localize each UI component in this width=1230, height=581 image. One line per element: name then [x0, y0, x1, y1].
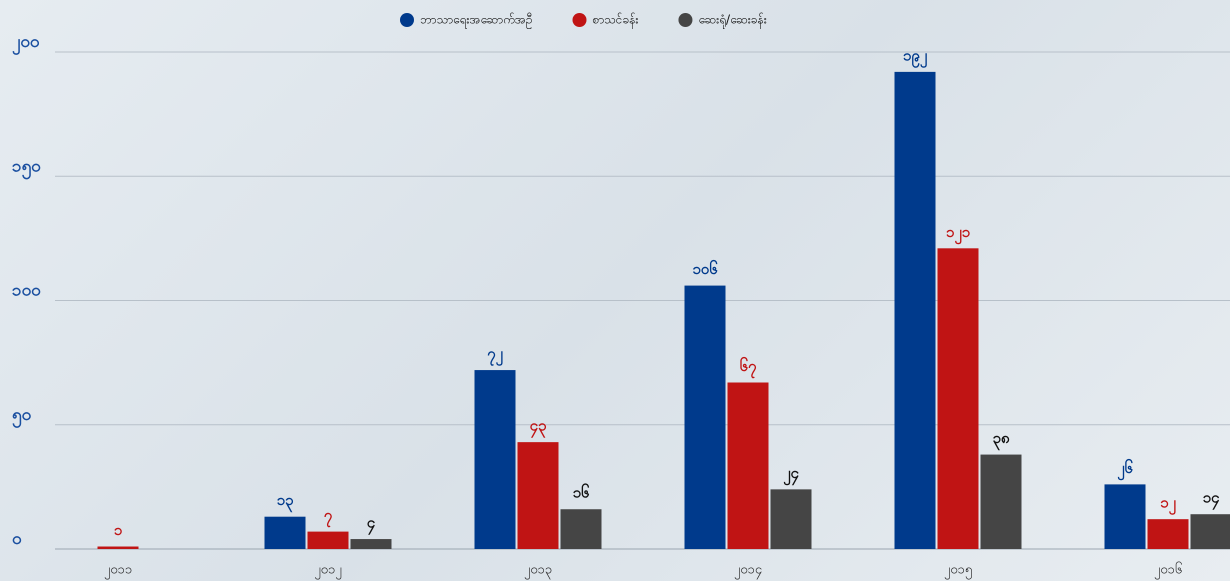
- legend-marker: [400, 13, 414, 27]
- value-label: ၇: [324, 506, 333, 528]
- legend-marker: [678, 13, 692, 27]
- bar: [351, 539, 392, 549]
- value-label: ၁၄: [1203, 489, 1220, 511]
- bar: [265, 517, 306, 549]
- x-tick-label: ၂၀၁၆: [1154, 562, 1182, 580]
- value-label: ၁၉၂: [903, 46, 928, 68]
- x-tick-label: ၂၀၁၁: [104, 563, 132, 580]
- bar: [728, 383, 769, 549]
- y-tick-label: ၁၅၀: [12, 156, 41, 180]
- bar: [98, 547, 139, 549]
- legend-label: ဆေးရုံ/ဆေးခန်း: [698, 12, 766, 30]
- bar: [895, 72, 936, 549]
- x-tick-label: ၂၀၁၄: [734, 563, 763, 580]
- bar: [938, 248, 979, 549]
- value-label: ၁၀၆: [692, 259, 718, 278]
- y-tick-label: ၀: [12, 529, 22, 549]
- bar: [308, 532, 349, 549]
- value-label: ၆၇: [740, 356, 757, 379]
- value-label: ၂၆: [1117, 458, 1133, 481]
- bar: [475, 370, 516, 549]
- bar: [771, 489, 812, 549]
- x-tick-label: ၂၀၁၃: [524, 563, 552, 580]
- legend-label: ဘာသာရေးအဆောက်အဦ: [420, 12, 533, 30]
- legend-marker: [573, 13, 587, 27]
- bar: [518, 442, 559, 549]
- bar: [1105, 484, 1146, 549]
- bar: [981, 455, 1022, 549]
- x-tick-label: ၂၀၁၅: [944, 563, 972, 580]
- value-label: ၁၂: [1160, 494, 1176, 516]
- bar: [561, 509, 602, 549]
- value-label: ၇၂: [487, 345, 503, 367]
- value-label: ၂၄: [783, 464, 799, 486]
- legend-label: စာသင်ခန်း: [593, 12, 639, 30]
- value-label: ၁၃: [277, 491, 294, 513]
- value-label: ၄၃: [530, 417, 547, 439]
- chart: ၀ ၅၀ ၁၀၀ ၁၅၀ ၂၀၀ ဘာသာရေးအဆောက်အဦ စာသင်ခန်း ဆေးရ…: [0, 0, 1230, 581]
- y-tick-label: ၁၀၀: [12, 281, 41, 301]
- y-tick-label: ၂၀၀: [12, 32, 40, 56]
- bar: [685, 286, 726, 549]
- x-tick-label: ၂၀၁၂: [314, 563, 341, 580]
- y-tick-label: ၅၀: [12, 405, 32, 429]
- value-label: ၃၈: [992, 429, 1009, 451]
- value-label: ၁၂၁: [946, 223, 971, 245]
- value-label: ၁: [114, 521, 123, 539]
- bar: [1191, 514, 1230, 549]
- value-label: ၁၆: [573, 483, 590, 502]
- bar: [1148, 519, 1189, 549]
- value-label: ၄: [367, 514, 376, 536]
